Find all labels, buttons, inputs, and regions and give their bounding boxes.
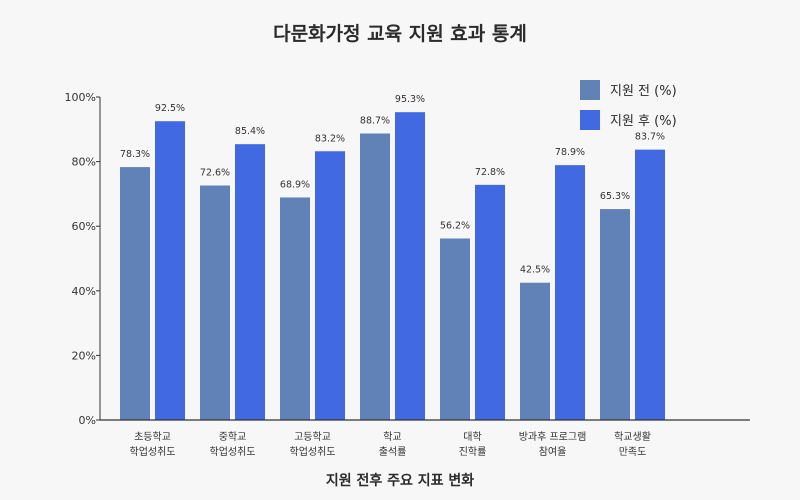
bar-value-label: 88.7% <box>360 115 390 126</box>
bar-after <box>635 149 665 421</box>
x-category-label: 고등학교 학업성취도 <box>290 431 336 458</box>
x-category-label: 방과후 프로그램 참여율 <box>519 431 587 458</box>
bar-value-label: 72.6% <box>200 168 230 179</box>
bar-value-label: 56.2% <box>440 220 470 231</box>
bars-group: 78.3% 92.5% 72.6% 85.4% 68.9% 83.2% 88.7% 95.3%… <box>120 94 665 421</box>
x-category-label: 학교 출석률 <box>379 431 407 458</box>
legend-swatch <box>580 110 600 130</box>
bar-value-label: 68.9% <box>280 179 310 190</box>
x-axis: 초등학교 학업성취도 중학교 학업성취도 고등학교 학업성취도 학교 출석률 대학 진학률 방과후 … <box>100 419 750 458</box>
x-category-label: 학교생활 만족도 <box>614 430 651 458</box>
bar-after <box>315 151 345 421</box>
y-tick-label: 100% <box>65 91 96 104</box>
bar-value-label: 78.9% <box>555 147 585 158</box>
bar-after <box>235 144 265 420</box>
bar-before <box>280 197 310 420</box>
bar-value-label: 65.3% <box>600 191 630 202</box>
bar-value-label: 95.3% <box>395 94 425 105</box>
chart-title: 다문화가정 교육 지원 효과 통계 <box>273 23 527 45</box>
legend: 지원 전 (%) 지원 후 (%) <box>580 80 677 130</box>
legend-label: 지원 후 (%) <box>610 114 677 129</box>
bar-value-label: 78.3% <box>120 149 150 160</box>
bar-after <box>155 121 185 420</box>
legend-swatch <box>580 80 600 100</box>
bar-before <box>440 238 470 420</box>
legend-label: 지원 전 (%) <box>610 84 677 99</box>
bar-value-label: 72.8% <box>475 167 505 178</box>
bar-before <box>600 209 630 420</box>
y-tick-label: 80% <box>72 156 96 169</box>
bar-value-label: 92.5% <box>155 103 185 114</box>
x-category-label: 중학교 학업성취도 <box>210 431 256 458</box>
x-category-label: 초등학교 학업성취도 <box>130 431 176 458</box>
bar-before <box>520 282 550 420</box>
bar-value-label: 83.2% <box>315 133 345 144</box>
y-tick-label: 20% <box>72 349 96 362</box>
bar-value-label: 83.7% <box>635 132 665 143</box>
bar-value-label: 85.4% <box>235 126 265 137</box>
bar-value-label: 42.5% <box>520 265 550 276</box>
bar-after <box>395 112 425 420</box>
bar-after <box>555 165 585 420</box>
x-category-label: 대학 진학률 <box>459 431 487 458</box>
y-tick-label: 40% <box>72 285 96 298</box>
y-tick-label: 60% <box>72 220 96 233</box>
bar-after <box>475 184 505 420</box>
y-tick-label: 0% <box>79 414 96 427</box>
x-axis-title: 지원 전후 주요 지표 변화 <box>326 472 474 489</box>
bar-before <box>120 167 150 420</box>
bar-before <box>360 133 390 420</box>
bar-before <box>200 185 230 420</box>
y-axis: 0% 20% 40% 60% 80% 100% <box>65 91 101 427</box>
